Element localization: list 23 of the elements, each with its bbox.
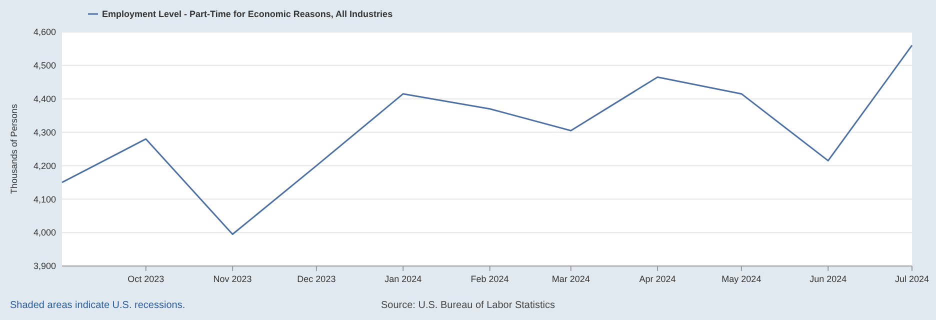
y-tick-label: 4,400 — [33, 94, 56, 104]
y-tick-label: 4,000 — [33, 228, 56, 238]
y-tick-label: 4,500 — [33, 60, 56, 71]
y-tick-label: 3,900 — [33, 261, 56, 272]
y-axis-title: Thousands of Persons — [9, 103, 19, 194]
x-tick-label: Jan 2024 — [384, 274, 422, 284]
x-tick-label: Apr 2024 — [639, 274, 676, 284]
x-tick-label: Dec 2023 — [297, 274, 336, 284]
source-note: Source: U.S. Bureau of Labor Statistics — [381, 300, 555, 311]
x-tick-label: May 2024 — [722, 274, 762, 284]
legend-label: Employment Level - Part-Time for Economic Reasons, All Industries — [102, 9, 393, 20]
y-tick-label: 4,600 — [33, 27, 56, 38]
x-tick-label: Oct 2023 — [128, 274, 164, 284]
y-tick-label: 4,300 — [33, 127, 56, 138]
x-tick-label: Feb 2024 — [470, 274, 509, 284]
x-tick-label: Mar 2024 — [552, 274, 590, 284]
y-tick-label: 4,200 — [33, 160, 56, 171]
text: Shaded areas indicate U.S. recessions. — [10, 300, 186, 311]
x-tick-label: Jul 2024 — [894, 274, 930, 284]
line-series — [61, 44, 913, 235]
x-tick-label: Jun 2024 — [810, 274, 847, 284]
y-tick-label: 4,100 — [33, 194, 56, 204]
x-tick-label: Nov 2023 — [213, 274, 252, 284]
